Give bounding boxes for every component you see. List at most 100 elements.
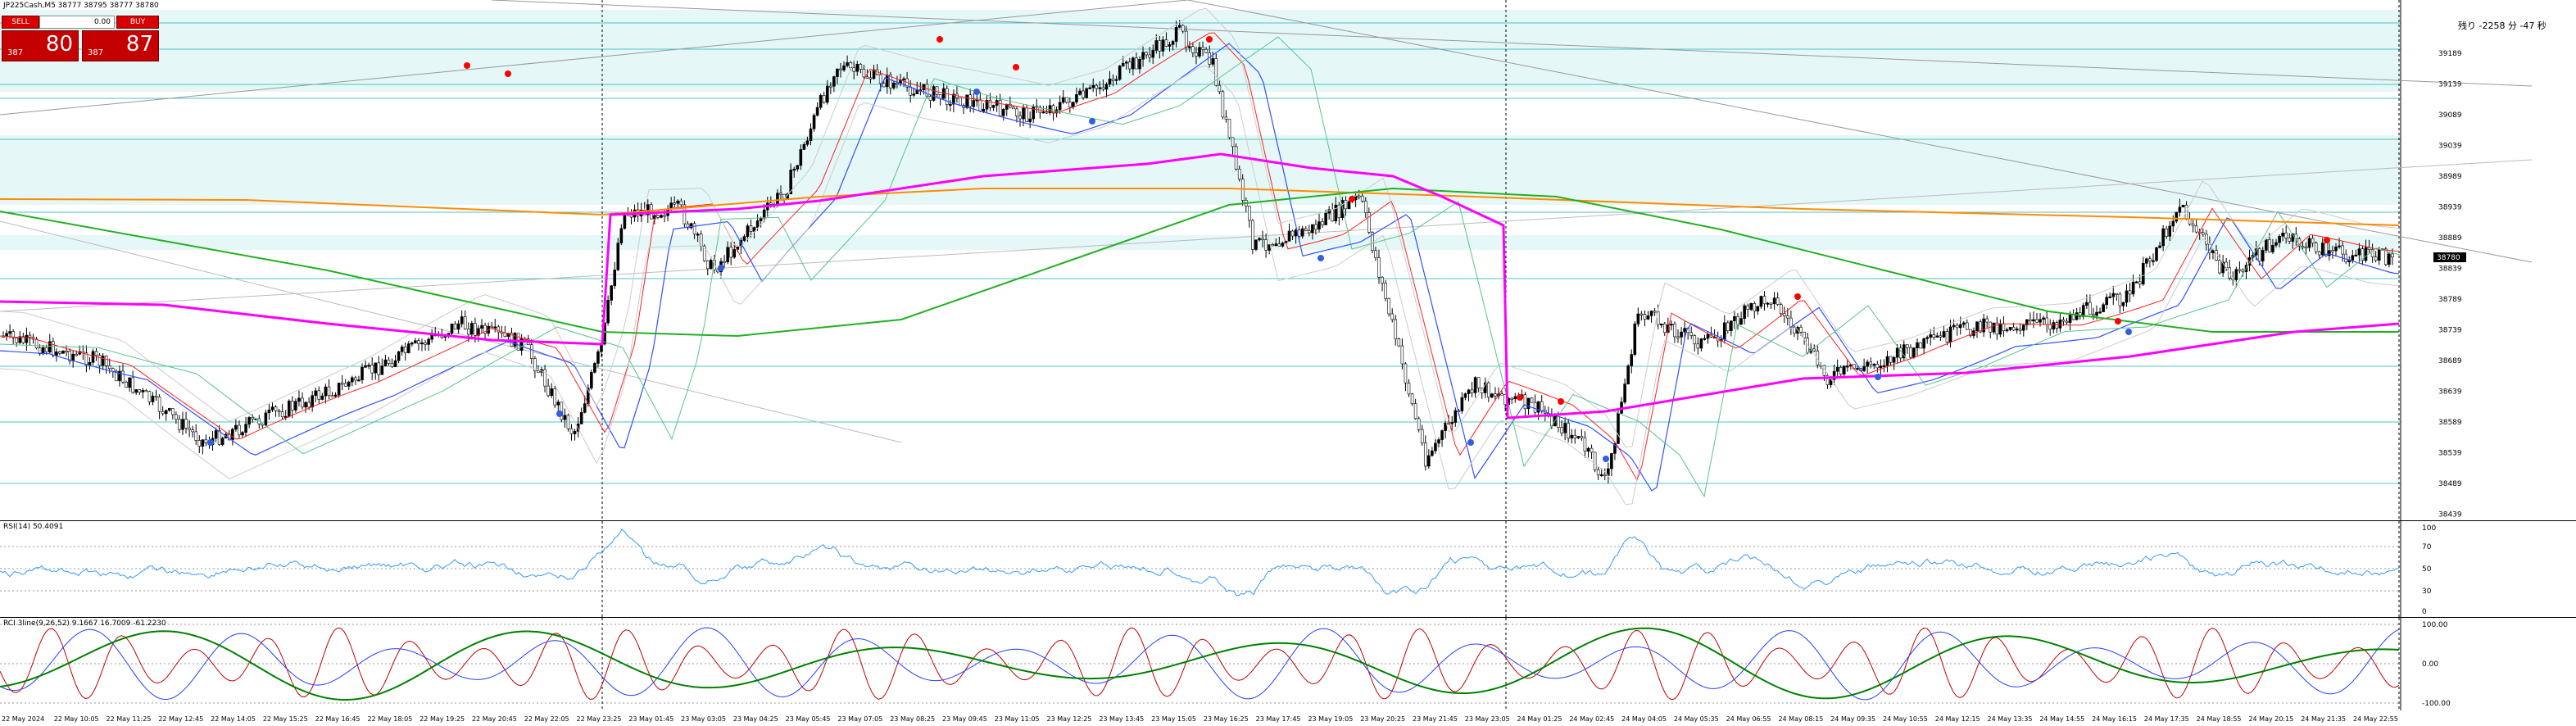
candle-body bbox=[533, 358, 537, 371]
candle-body bbox=[2008, 327, 2012, 330]
rci-indicator-pane[interactable]: 100.00 0.00 -100.00 RCI 3line(9,26,52) 9.1… bbox=[0, 618, 2576, 711]
rsi-indicator-pane[interactable]: 100 70 50 30 0 RSI(14) 50.4091 bbox=[0, 521, 2576, 618]
support-resistance-zone bbox=[0, 235, 2401, 250]
candle-body bbox=[2241, 270, 2245, 272]
candle-body bbox=[1998, 323, 2002, 335]
candle-body bbox=[351, 377, 354, 383]
sell-signal-dot bbox=[1206, 36, 1213, 43]
candle-body bbox=[1966, 322, 1969, 330]
candle-body bbox=[364, 365, 367, 368]
candle-body bbox=[277, 410, 281, 413]
time-axis-label: 22 May 23:25 bbox=[577, 715, 622, 723]
candle-body bbox=[460, 316, 464, 324]
sell-price-box[interactable]: 387 80 bbox=[2, 30, 79, 61]
candle-body bbox=[656, 215, 660, 218]
candle-body bbox=[1135, 57, 1138, 70]
candle-body bbox=[2294, 234, 2298, 239]
candle-body bbox=[912, 93, 916, 96]
candle-body bbox=[343, 383, 347, 387]
candle-body bbox=[2304, 246, 2308, 249]
candle-body bbox=[301, 397, 304, 408]
price-chart-canvas[interactable]: 39189 39139 39089 39039 38989 38939 38889 38839… bbox=[0, 0, 2576, 520]
candle-body bbox=[264, 412, 268, 426]
candle-body bbox=[1995, 322, 1999, 335]
candle-body bbox=[1567, 423, 1570, 439]
buy-price-box[interactable]: 387 87 bbox=[82, 30, 159, 61]
candle-body bbox=[1177, 25, 1181, 28]
candle-body bbox=[1290, 230, 1295, 237]
candle-body bbox=[1331, 209, 1335, 222]
candle-body bbox=[945, 88, 949, 105]
candle-body bbox=[104, 356, 108, 366]
candle-body bbox=[2098, 311, 2102, 314]
time-axis-canvas: 22 May 2024 22 May 10:05 22 May 11:25 22 Ma… bbox=[2, 715, 2398, 723]
candle-body bbox=[1005, 103, 1009, 110]
rsi-axis-label: 0 bbox=[2422, 608, 2427, 616]
candle-body bbox=[294, 401, 297, 411]
candle-body bbox=[1164, 39, 1168, 47]
candle-body bbox=[251, 417, 254, 420]
rci-axis-label: 0.00 bbox=[2422, 660, 2438, 669]
candle-body bbox=[1357, 195, 1361, 197]
candle-body bbox=[490, 325, 493, 328]
candle-body bbox=[2194, 225, 2198, 233]
candle-body bbox=[1114, 79, 1118, 81]
price-chart-pane[interactable]: 39189 39139 39089 39039 38989 38939 38889 38839… bbox=[0, 0, 2576, 521]
candle-body bbox=[792, 169, 796, 171]
candle-body bbox=[1022, 107, 1025, 120]
candle-body bbox=[1696, 343, 1700, 349]
buy-button[interactable]: BUY bbox=[116, 16, 159, 29]
price-tick-label: 39189 bbox=[2438, 50, 2462, 58]
candle-body bbox=[1599, 474, 1603, 476]
candle-body bbox=[25, 334, 29, 343]
candle-body bbox=[1314, 224, 1317, 230]
candle-body bbox=[184, 419, 188, 429]
candle-body bbox=[872, 69, 876, 79]
candle-body bbox=[1557, 415, 1560, 428]
candle-body bbox=[2058, 320, 2062, 329]
buy-signal-dot bbox=[2125, 329, 2132, 335]
sell-button[interactable]: SELL bbox=[2, 16, 39, 29]
candle-body bbox=[2274, 242, 2278, 246]
candle-body bbox=[330, 395, 334, 397]
candle-body bbox=[1779, 304, 1783, 314]
candle-body bbox=[2158, 245, 2161, 248]
rci-long-line bbox=[0, 627, 2400, 701]
candle-body bbox=[1444, 422, 1447, 431]
candle-body bbox=[1603, 474, 1607, 476]
candle-body bbox=[825, 85, 829, 103]
candle-body bbox=[1101, 87, 1105, 90]
candle-body bbox=[453, 323, 457, 330]
candle-body bbox=[679, 200, 683, 206]
candle-body bbox=[1633, 324, 1637, 355]
candle-body bbox=[809, 128, 813, 142]
candle-body bbox=[699, 234, 703, 247]
candle-body bbox=[2155, 247, 2158, 261]
lot-size-input[interactable]: 0.00 bbox=[39, 16, 115, 29]
candle-body bbox=[1168, 44, 1172, 47]
candle-body bbox=[799, 149, 803, 166]
rci-mid-line bbox=[0, 627, 2400, 701]
candle-body bbox=[1420, 429, 1424, 444]
candle-body bbox=[519, 338, 524, 351]
candle-body bbox=[660, 215, 663, 218]
candle-body bbox=[859, 64, 863, 70]
candle-body bbox=[314, 390, 318, 397]
price-tick-label: 39039 bbox=[2438, 143, 2462, 151]
candle-body bbox=[15, 337, 19, 343]
one-click-trading-panel: SELL 0.00 BUY 387 80 387 87 bbox=[2, 16, 159, 63]
candle-body bbox=[52, 341, 55, 356]
candle-body bbox=[1670, 324, 1673, 326]
candle-body bbox=[1118, 66, 1122, 80]
candle-body bbox=[1786, 315, 1789, 319]
candle-body bbox=[1699, 338, 1703, 349]
candle-body bbox=[686, 223, 690, 229]
time-axis-label: 24 May 17:35 bbox=[2144, 715, 2189, 723]
candle-body bbox=[832, 76, 836, 87]
candle-body bbox=[2354, 254, 2358, 256]
candle-body bbox=[1646, 315, 1650, 320]
candle-body bbox=[1975, 321, 1979, 331]
candle-body bbox=[1925, 337, 1929, 339]
candle-body bbox=[1892, 356, 1896, 363]
candle-body bbox=[2181, 204, 2185, 208]
